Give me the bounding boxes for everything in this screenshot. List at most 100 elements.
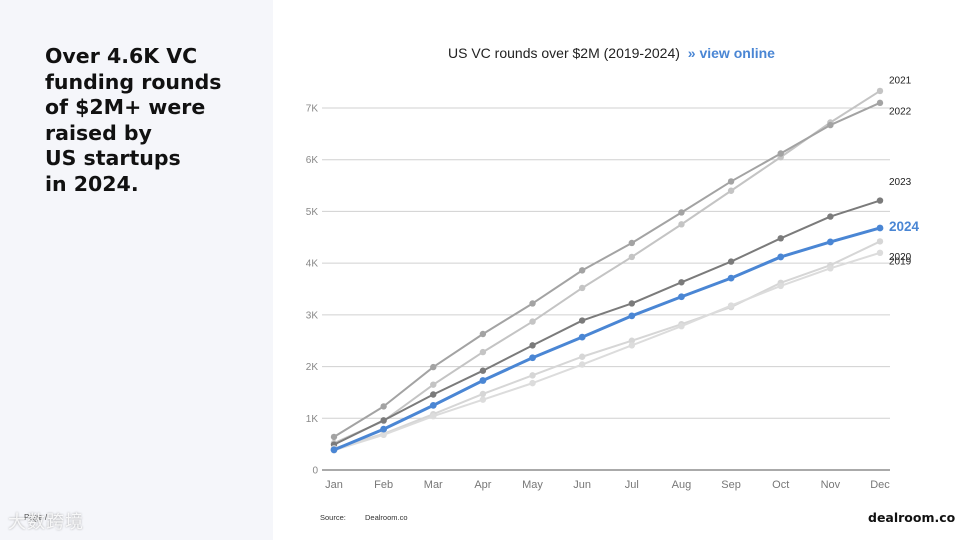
source-label: Source: [320, 513, 346, 522]
data-point [876, 224, 884, 232]
data-point [678, 221, 685, 228]
data-point [628, 239, 636, 247]
view-online-link[interactable]: » view online [687, 45, 775, 61]
headline-line: US startups [45, 146, 181, 170]
data-point [777, 282, 784, 290]
x-tick-label: Sep [721, 479, 741, 491]
data-point [628, 342, 636, 349]
data-point [430, 413, 437, 420]
data-point [777, 253, 785, 261]
data-point [727, 274, 735, 282]
series-2019 [330, 249, 884, 454]
x-tick-label: Feb [374, 479, 393, 491]
data-point [876, 99, 884, 107]
y-tick-label: 0 [312, 466, 318, 477]
left-panel: Over 4.6K VC funding rounds of $2M+ were… [0, 0, 273, 540]
x-tick-label: Jun [573, 479, 591, 491]
y-tick-label: 4K [306, 259, 319, 270]
x-tick-label: Oct [772, 479, 789, 491]
headline-line: in 2024. [45, 171, 139, 196]
data-point [578, 267, 586, 274]
y-axis-ticks: 0 1K 2K 3K 4K 5K 6K 7K [306, 104, 319, 477]
series-label-2019: 2019 [889, 256, 912, 267]
data-point [727, 302, 735, 309]
series-label-2023: 2023 [889, 177, 912, 188]
data-point [529, 379, 536, 387]
series-2024 [330, 224, 884, 454]
data-point [876, 249, 884, 256]
x-tick-label: Aug [672, 479, 692, 491]
y-tick-label: 3K [306, 310, 319, 321]
chart-title-text: US VC rounds over $2M (2019-2024) [448, 45, 680, 61]
data-point [876, 197, 884, 204]
y-tick-label: 2K [306, 362, 319, 373]
headline: Over 4.6K VC funding rounds of $2M+ were… [45, 44, 265, 197]
data-point [529, 342, 536, 349]
data-point [578, 317, 586, 324]
data-point [430, 363, 437, 371]
series-line-2019 [333, 251, 881, 452]
data-point [380, 431, 387, 439]
page-label: Page / [24, 513, 48, 522]
series-label-2022: 2022 [889, 106, 912, 117]
y-tick-label: 7K [306, 104, 319, 115]
data-point [727, 187, 735, 194]
data-point [578, 333, 586, 341]
series-2020 [330, 238, 884, 452]
data-point [578, 284, 586, 292]
data-point [479, 330, 487, 338]
x-tick-label: Mar [424, 479, 443, 491]
data-point [479, 367, 487, 374]
x-tick-label: May [522, 479, 543, 491]
data-point [876, 87, 884, 95]
data-point [628, 337, 636, 344]
series-line-2022 [333, 101, 881, 438]
data-point [628, 300, 636, 307]
headline-line: funding rounds [45, 69, 222, 94]
x-tick-label: Apr [474, 479, 491, 491]
data-point [876, 238, 884, 245]
series-line-2020 [333, 240, 881, 450]
data-point [479, 396, 487, 403]
data-point [380, 425, 388, 433]
grid-layer [322, 107, 890, 471]
series-layer [330, 87, 884, 454]
headline-line: of $2M+ were [45, 95, 206, 119]
data-point [777, 150, 784, 157]
data-point [479, 377, 487, 384]
series-label-2024: 2024 [889, 219, 920, 234]
data-point [330, 446, 338, 454]
chart-title: US VC rounds over $2M (2019-2024) » view… [448, 45, 775, 61]
data-point [827, 265, 834, 272]
data-point [380, 417, 387, 424]
data-point [430, 391, 437, 398]
data-point [578, 353, 586, 360]
source-value: Dealroom.co [365, 513, 408, 522]
data-point [330, 433, 338, 441]
x-axis-ticks: Jan Feb Mar Apr May Jun Jul Aug Sep Oct Nov Dec [325, 479, 890, 491]
y-tick-label: 5K [306, 207, 319, 218]
y-tick-label: 6K [306, 155, 319, 166]
data-point [678, 293, 685, 301]
data-point [429, 401, 437, 409]
x-tick-label: Nov [821, 479, 841, 491]
data-point [678, 279, 685, 286]
brand-logo-text: dealroom.co [868, 510, 956, 525]
data-point [777, 235, 784, 242]
data-point [529, 354, 536, 362]
series-line-2024 [333, 226, 881, 452]
data-point [827, 213, 834, 220]
data-point [529, 300, 536, 307]
data-point [380, 403, 387, 410]
data-point [678, 209, 685, 216]
data-point [529, 318, 536, 325]
watermark: 大数跨境 [8, 512, 84, 533]
data-point [479, 390, 487, 398]
series-label-2020: 2020 [889, 252, 912, 263]
data-point [827, 121, 834, 129]
x-tick-label: Dec [870, 479, 890, 491]
series-line-2021 [333, 90, 881, 445]
data-point [578, 361, 586, 368]
data-point [727, 178, 735, 185]
